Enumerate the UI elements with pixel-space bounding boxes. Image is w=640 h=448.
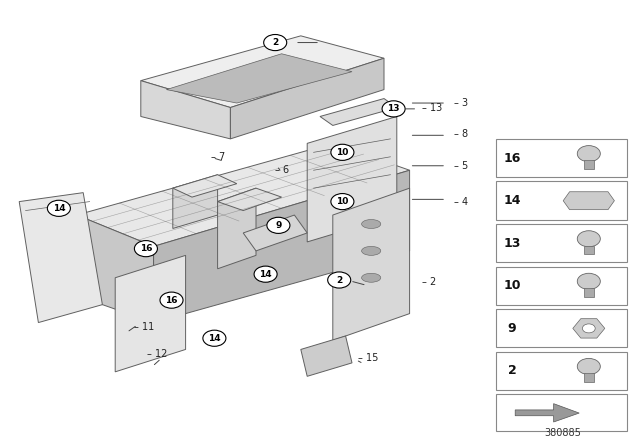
Bar: [584, 288, 594, 297]
Polygon shape: [115, 255, 186, 372]
Polygon shape: [77, 143, 410, 246]
Text: – 13: – 13: [422, 103, 443, 112]
Polygon shape: [320, 99, 397, 125]
Text: – 3: – 3: [454, 98, 468, 108]
Text: 10: 10: [336, 148, 349, 157]
Ellipse shape: [362, 220, 381, 228]
Circle shape: [267, 217, 290, 233]
Ellipse shape: [362, 273, 381, 282]
Text: 9: 9: [275, 221, 282, 230]
FancyBboxPatch shape: [496, 352, 627, 390]
FancyBboxPatch shape: [496, 267, 627, 305]
Polygon shape: [515, 404, 579, 422]
FancyBboxPatch shape: [496, 224, 627, 262]
Text: 380885: 380885: [545, 428, 582, 438]
Circle shape: [577, 358, 600, 375]
Polygon shape: [573, 319, 605, 338]
Text: – 4: – 4: [454, 197, 468, 207]
Circle shape: [577, 273, 600, 289]
Text: – 11: – 11: [134, 322, 155, 332]
Text: 9: 9: [508, 322, 516, 335]
Bar: [584, 160, 594, 169]
Circle shape: [160, 292, 183, 308]
Text: 14: 14: [503, 194, 521, 207]
Bar: [584, 373, 594, 382]
Polygon shape: [141, 36, 384, 108]
Polygon shape: [19, 193, 102, 323]
FancyBboxPatch shape: [496, 309, 627, 347]
Text: 13: 13: [387, 104, 400, 113]
Polygon shape: [141, 81, 230, 139]
Text: – 15: – 15: [358, 353, 379, 363]
Text: – 8: – 8: [454, 129, 468, 139]
Text: – 5: – 5: [454, 161, 468, 171]
Text: 14: 14: [52, 204, 65, 213]
Ellipse shape: [362, 246, 381, 255]
Text: 14: 14: [208, 334, 221, 343]
Polygon shape: [218, 188, 256, 269]
FancyBboxPatch shape: [496, 394, 627, 431]
Polygon shape: [301, 336, 352, 376]
Circle shape: [382, 101, 405, 117]
Text: 14: 14: [259, 270, 272, 279]
Polygon shape: [173, 175, 218, 228]
Text: – 7: – 7: [211, 152, 225, 162]
Text: 16: 16: [140, 244, 152, 253]
Polygon shape: [243, 215, 307, 251]
Polygon shape: [166, 54, 352, 103]
FancyBboxPatch shape: [496, 181, 627, 220]
Circle shape: [47, 200, 70, 216]
Polygon shape: [307, 116, 397, 242]
Circle shape: [134, 241, 157, 257]
Text: – 12: – 12: [147, 349, 168, 359]
Text: 10: 10: [503, 279, 521, 293]
FancyBboxPatch shape: [496, 139, 627, 177]
Circle shape: [331, 144, 354, 160]
Polygon shape: [173, 175, 237, 197]
Circle shape: [582, 324, 595, 333]
Polygon shape: [333, 188, 410, 340]
Text: 13: 13: [503, 237, 521, 250]
Circle shape: [254, 266, 277, 282]
Circle shape: [203, 330, 226, 346]
Polygon shape: [218, 188, 282, 211]
Circle shape: [328, 272, 351, 288]
Text: 2: 2: [272, 38, 278, 47]
Circle shape: [577, 231, 600, 247]
Text: 10: 10: [336, 197, 349, 206]
Circle shape: [577, 146, 600, 162]
Text: – 2: – 2: [422, 277, 436, 287]
Text: 2: 2: [336, 276, 342, 284]
Text: 16: 16: [503, 151, 521, 165]
Circle shape: [331, 194, 354, 210]
Text: – 6: – 6: [275, 165, 289, 175]
Bar: [584, 246, 594, 254]
Circle shape: [264, 34, 287, 51]
Text: 2: 2: [508, 364, 516, 378]
Polygon shape: [154, 170, 410, 323]
Polygon shape: [77, 215, 154, 323]
Text: 16: 16: [165, 296, 178, 305]
Polygon shape: [230, 58, 384, 139]
Polygon shape: [563, 192, 614, 210]
